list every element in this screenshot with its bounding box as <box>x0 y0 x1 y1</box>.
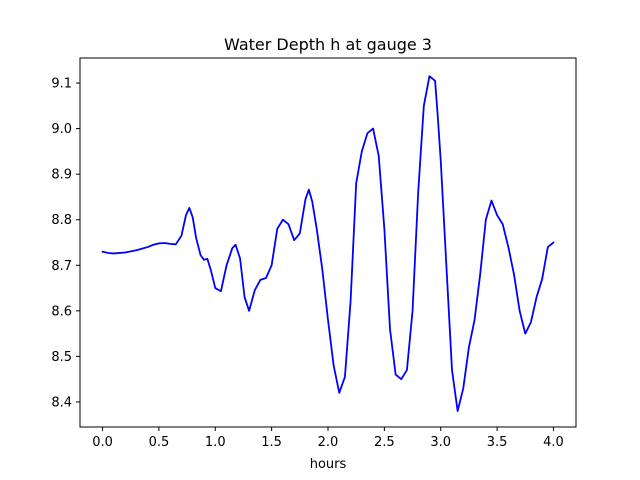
x-axis-label: hours <box>310 457 347 472</box>
x-tick-label: 0.0 <box>92 435 113 450</box>
x-tick-label: 1.0 <box>205 435 226 450</box>
y-tick-label: 9.1 <box>51 77 72 92</box>
y-tick-label: 8.8 <box>51 213 72 228</box>
y-tick-label: 9.0 <box>51 122 72 137</box>
x-tick-label: 3.0 <box>430 435 451 450</box>
axes-frame <box>79 57 577 428</box>
y-tick-label: 8.7 <box>51 259 72 274</box>
x-tick-label: 2.0 <box>318 435 339 450</box>
x-tick-label: 3.5 <box>487 435 508 450</box>
plot-area <box>101 75 555 412</box>
x-tick-label: 4.0 <box>543 435 564 450</box>
chart-title: Water Depth h at gauge 3 <box>224 35 432 54</box>
y-tick-label: 8.4 <box>51 395 72 410</box>
y-tick-label: 8.6 <box>51 304 72 319</box>
x-tick-label: 0.5 <box>149 435 170 450</box>
x-tick-label: 2.5 <box>374 435 395 450</box>
series-line-0 <box>101 75 555 412</box>
y-tick-label: 8.5 <box>51 350 72 365</box>
x-tick-label: 1.5 <box>261 435 282 450</box>
y-axis-ticks: 8.4 8.5 8.6 8.7 8.8 8.9 9.0 9.1 <box>51 77 80 410</box>
y-tick-label: 8.9 <box>51 168 72 183</box>
x-axis-ticks: 0.0 0.5 1.0 1.5 2.0 2.5 3.0 3.5 4.0 <box>92 427 564 450</box>
